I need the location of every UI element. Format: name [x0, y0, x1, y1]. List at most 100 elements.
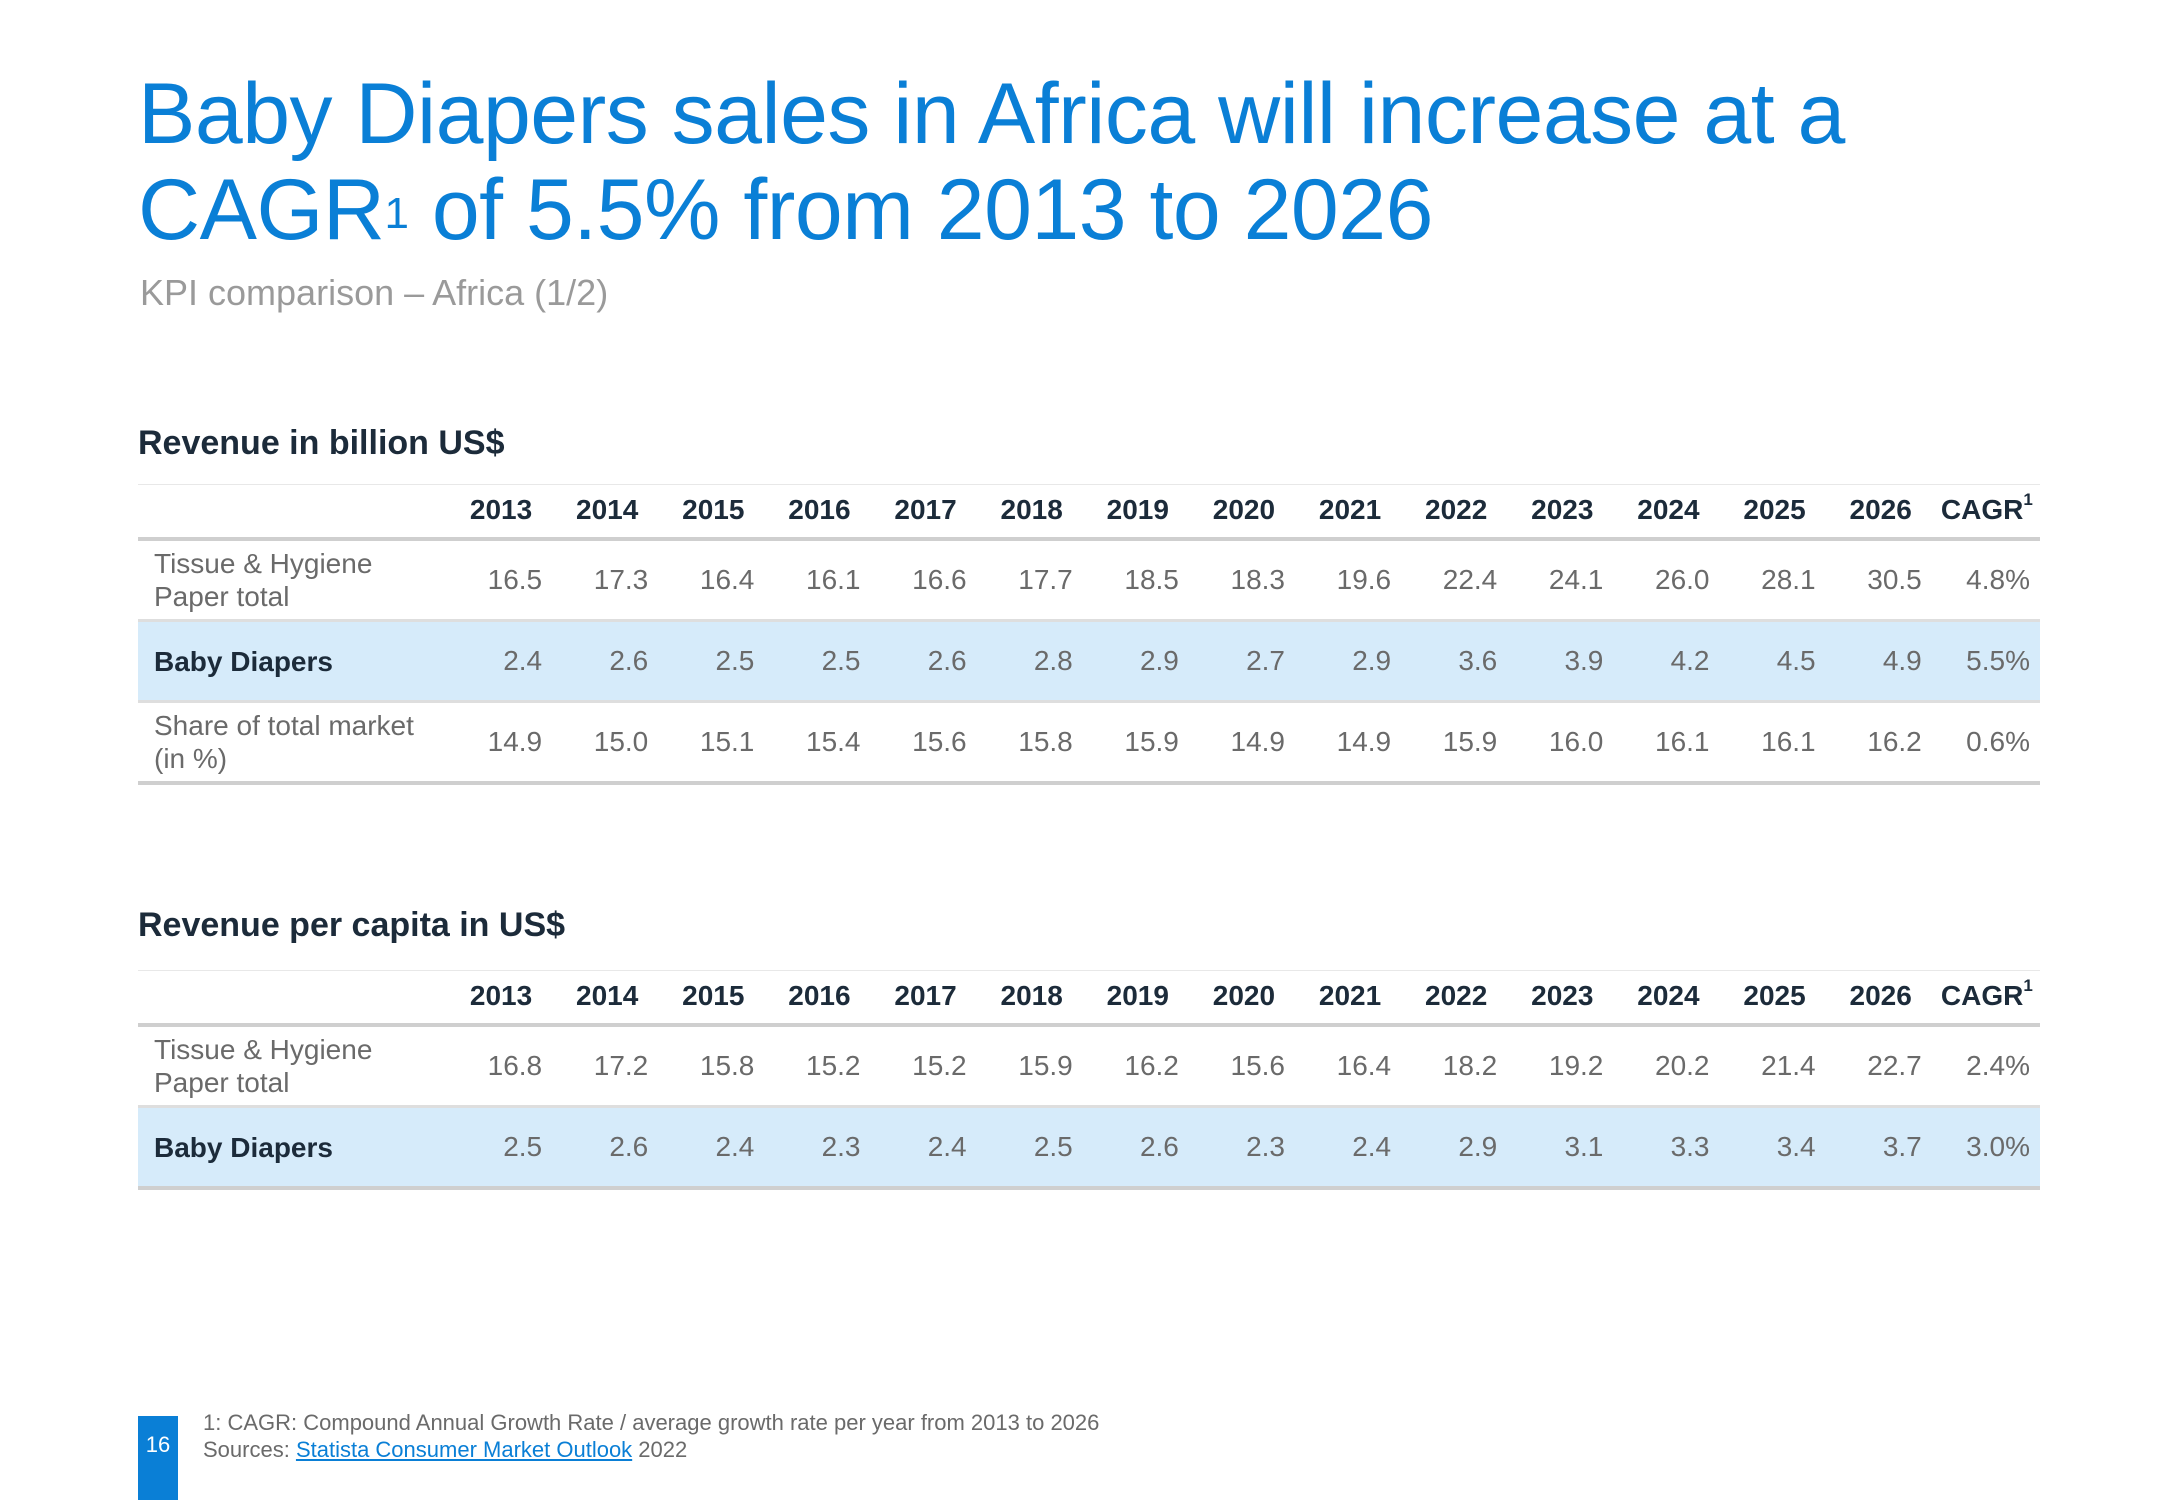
- year-header: 2018: [978, 970, 1085, 1027]
- year-header: 2017: [872, 970, 979, 1027]
- table-header-row: 2013 2014 2015 2016 2017 2018 2019 2020 …: [138, 970, 2040, 1027]
- value-cell: 2.5: [978, 1106, 1085, 1190]
- page-number: 16: [145, 1432, 171, 1457]
- year-header: 2016: [766, 484, 873, 541]
- row-label: Tissue & Hygiene Paper total: [138, 539, 448, 622]
- value-cell: 16.4: [660, 539, 767, 622]
- table-row: Tissue & Hygiene Paper total 16.8 17.2 15…: [138, 1025, 2040, 1108]
- page-subtitle: KPI comparison – Africa (1/2): [140, 272, 609, 313]
- year-header: 2021: [1297, 970, 1404, 1027]
- year-header: 2022: [1403, 484, 1510, 541]
- value-cell: 3.1: [1509, 1106, 1616, 1190]
- value-cell: 15.6: [1190, 1025, 1297, 1108]
- value-cell: 2.3: [1190, 1106, 1297, 1190]
- value-cell: 24.1: [1509, 539, 1616, 622]
- year-header: 2014: [554, 484, 661, 541]
- sources-line: Sources: Statista Consumer Market Outloo…: [203, 1437, 687, 1463]
- value-cell: 2.9: [1084, 620, 1191, 703]
- value-cell: 16.6: [872, 539, 979, 622]
- value-cell: 2.6: [554, 1106, 661, 1190]
- year-header: 2023: [1509, 970, 1616, 1027]
- value-cell: 15.1: [660, 701, 767, 785]
- section-title-revenue-per-capita: Revenue per capita in US$: [138, 906, 566, 944]
- value-cell: 17.3: [554, 539, 661, 622]
- value-cell: 16.2: [1084, 1025, 1191, 1108]
- value-cell: 2.9: [1297, 620, 1404, 703]
- table-row: Tissue & Hygiene Paper total 16.5 17.3 16…: [138, 539, 2040, 622]
- year-header: 2019: [1084, 970, 1191, 1027]
- value-cell: 15.9: [1403, 701, 1510, 785]
- value-cell: 16.1: [766, 539, 873, 622]
- value-cell: 3.4: [1721, 1106, 1828, 1190]
- year-header: 2018: [978, 484, 1085, 541]
- table-row-highlighted: Baby Diapers 2.4 2.6 2.5 2.5 2.6 2.8 2.9…: [138, 620, 2040, 703]
- value-cell: 15.2: [766, 1025, 873, 1108]
- value-cell: 3.6: [1403, 620, 1510, 703]
- value-cell: 15.9: [1084, 701, 1191, 785]
- year-header: 2014: [554, 970, 661, 1027]
- year-header: 2026: [1827, 970, 1934, 1027]
- sources-link[interactable]: Statista Consumer Market Outlook: [295, 1437, 633, 1462]
- year-header: 2019: [1084, 484, 1191, 541]
- value-cell: 3.9: [1509, 620, 1616, 703]
- value-cell: 16.1: [1721, 701, 1828, 785]
- page-title: Baby Diapers sales in Africa will increa…: [138, 66, 1845, 258]
- value-cell: 19.6: [1297, 539, 1404, 622]
- value-cell: 18.3: [1190, 539, 1297, 622]
- sources-label: Sources:: [203, 1437, 296, 1462]
- value-cell: 16.8: [448, 1025, 555, 1108]
- year-header: 2024: [1615, 484, 1722, 541]
- value-cell: 4.5: [1721, 620, 1828, 703]
- year-header: 2026: [1827, 484, 1934, 541]
- value-cell: 2.5: [766, 620, 873, 703]
- year-header: 2025: [1721, 484, 1828, 541]
- value-cell: 14.9: [1190, 701, 1297, 785]
- value-cell: 4.2: [1615, 620, 1722, 703]
- value-cell: 30.5: [1827, 539, 1934, 622]
- value-cell: 28.1: [1721, 539, 1828, 622]
- row-label: Share of total market (in %): [138, 701, 448, 785]
- value-cell: 16.4: [1297, 1025, 1404, 1108]
- value-cell: 26.0: [1615, 539, 1722, 622]
- value-cell: 19.2: [1509, 1025, 1616, 1108]
- value-cell: 15.6: [872, 701, 979, 785]
- value-cell: 2.9: [1403, 1106, 1510, 1190]
- value-cell: 2.4: [448, 620, 555, 703]
- value-cell: 15.4: [766, 701, 873, 785]
- year-header: 2013: [448, 484, 555, 541]
- value-cell: 2.5: [448, 1106, 555, 1190]
- table-row: Share of total market (in %) 14.9 15.0 15…: [138, 701, 2040, 785]
- value-cell: 16.0: [1509, 701, 1616, 785]
- revenue-table: 2013 2014 2015 2016 2017 2018 2019 2020 …: [138, 484, 2040, 785]
- year-header: 2024: [1615, 970, 1722, 1027]
- value-cell: 15.9: [978, 1025, 1085, 1108]
- value-cell: 2.8: [978, 620, 1085, 703]
- value-cell: 22.7: [1827, 1025, 1934, 1108]
- year-header: 2023: [1509, 484, 1616, 541]
- header-label-cell: [138, 484, 448, 541]
- header-label-cell: [138, 970, 448, 1027]
- value-cell: 3.3: [1615, 1106, 1722, 1190]
- table-header-row: 2013 2014 2015 2016 2017 2018 2019 2020 …: [138, 484, 2040, 541]
- year-header: 2025: [1721, 970, 1828, 1027]
- value-cell: 15.0: [554, 701, 661, 785]
- value-cell: 22.4: [1403, 539, 1510, 622]
- year-header: 2015: [660, 970, 767, 1027]
- value-cell: 15.8: [978, 701, 1085, 785]
- value-cell: 2.6: [872, 620, 979, 703]
- value-cell: 18.5: [1084, 539, 1191, 622]
- value-cell: 16.5: [448, 539, 555, 622]
- year-header: 2013: [448, 970, 555, 1027]
- value-cell: 17.2: [554, 1025, 661, 1108]
- value-cell: 2.7: [1190, 620, 1297, 703]
- value-cell: 16.2: [1827, 701, 1934, 785]
- year-header: 2017: [872, 484, 979, 541]
- year-header: 2015: [660, 484, 767, 541]
- value-cell: 14.9: [1297, 701, 1404, 785]
- page-number-bar: [138, 1416, 178, 1500]
- sources-year: 2022: [632, 1437, 688, 1462]
- value-cell: 18.2: [1403, 1025, 1510, 1108]
- section-title-revenue: Revenue in billion US$: [138, 424, 505, 462]
- cagr-cell: 2.4%: [1933, 1025, 2040, 1108]
- value-cell: 15.2: [872, 1025, 979, 1108]
